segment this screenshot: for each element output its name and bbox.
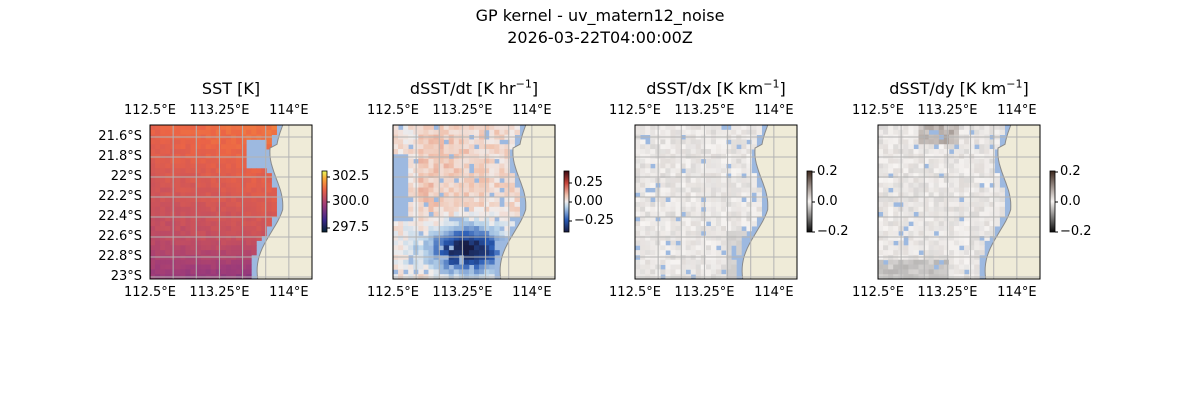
map-panel-3 [634, 124, 798, 280]
lat-tick-label: 22.6°S [98, 229, 142, 244]
lat-tick-label: 21.6°S [98, 129, 142, 144]
map-panel-1 [149, 124, 313, 280]
land-area [741, 125, 797, 279]
panel-title-1: SST [K] [201, 79, 261, 98]
colorbar-1 [321, 170, 330, 233]
lat-tick-label: 22°S [110, 169, 142, 184]
colorbar-tick-label: 0.2 [1060, 164, 1081, 179]
colorbar-tick-label: 302.5 [332, 169, 370, 184]
lon-tick-label: 112.5°E [609, 285, 661, 300]
gridlines [150, 125, 312, 279]
gridlines [878, 125, 1040, 279]
map-frame [634, 124, 798, 280]
lon-tick-label: 114°E [997, 285, 1037, 300]
lat-tick-label: 23°S [110, 269, 142, 284]
lon-tick-label: 113.25°E [189, 285, 250, 300]
lon-tick-label: 114°E [512, 285, 552, 300]
colorbar-tick-label: −0.2 [1060, 224, 1092, 239]
colorbar-tick-label: 0.00 [574, 194, 603, 209]
land-area [256, 125, 312, 279]
lon-tick-label: 112.5°E [367, 285, 419, 300]
figure-subtitle: 2026-03-22T04:00:00Z [507, 28, 693, 47]
colorbar-tick-label: 0.25 [574, 175, 603, 190]
lon-tick-label: 114°E [512, 103, 552, 118]
colorbar-bar [321, 170, 328, 233]
lon-tick-label: 113.25°E [674, 103, 735, 118]
colorbar-2 [563, 170, 572, 233]
land-area [499, 125, 555, 279]
lon-tick-label: 112.5°E [609, 103, 661, 118]
lon-tick-label: 112.5°E [852, 103, 904, 118]
colorbar-tick-label: 300.0 [332, 194, 370, 209]
lon-tick-label: 113.25°E [432, 285, 493, 300]
map-frame [877, 124, 1041, 280]
lon-tick-label: 113.25°E [674, 285, 735, 300]
lon-tick-label: 114°E [754, 285, 794, 300]
heatmap-cells [635, 125, 762, 279]
gridlines [393, 125, 555, 279]
figure-title: GP kernel - uv_matern12_noise [475, 6, 725, 25]
lon-tick-label: 114°E [754, 103, 794, 118]
lat-tick-label: 21.8°S [98, 149, 142, 164]
colorbar-tick-label: 0.0 [1060, 194, 1081, 209]
colorbar-4 [1049, 170, 1058, 233]
panel-title-2: dSST/dt [K hr−1] [409, 77, 539, 98]
lon-tick-label: 112.5°E [124, 103, 176, 118]
colorbar-bar [563, 170, 570, 233]
lon-tick-label: 112.5°E [367, 103, 419, 118]
map-frame [392, 124, 556, 280]
colorbar-tick-label: −0.25 [574, 213, 614, 228]
panel-title-4: dSST/dy [K km−1] [889, 77, 1029, 98]
lat-tick-label: 22.2°S [98, 189, 142, 204]
gridlines [635, 125, 797, 279]
lon-tick-label: 113.25°E [432, 103, 493, 118]
map-panel-4 [877, 124, 1041, 280]
lon-tick-label: 113.25°E [917, 285, 978, 300]
lon-tick-label: 114°E [269, 103, 309, 118]
colorbar-bar [806, 170, 813, 233]
lat-tick-label: 22.4°S [98, 209, 142, 224]
lon-tick-label: 114°E [269, 285, 309, 300]
heatmap-cells [393, 125, 520, 279]
lon-tick-label: 113.25°E [917, 103, 978, 118]
colorbar-tick-label: −0.2 [817, 224, 849, 239]
lon-tick-label: 112.5°E [124, 285, 176, 300]
lon-tick-label: 114°E [997, 103, 1037, 118]
panel-title-3: dSST/dx [K km−1] [646, 77, 786, 98]
colorbar-tick-label: 0.2 [817, 164, 838, 179]
colorbar-tick-label: 0.0 [817, 194, 838, 209]
lon-tick-label: 112.5°E [852, 285, 904, 300]
lon-tick-label: 113.25°E [189, 103, 250, 118]
lat-tick-label: 22.8°S [98, 249, 142, 264]
colorbar-bar [1049, 170, 1056, 233]
colorbar-3 [806, 170, 815, 233]
colorbar-tick-label: 297.5 [332, 220, 370, 235]
map-frame [149, 124, 313, 280]
land-area [984, 125, 1040, 279]
map-panel-2 [392, 124, 556, 280]
heatmap-cells [150, 125, 277, 279]
